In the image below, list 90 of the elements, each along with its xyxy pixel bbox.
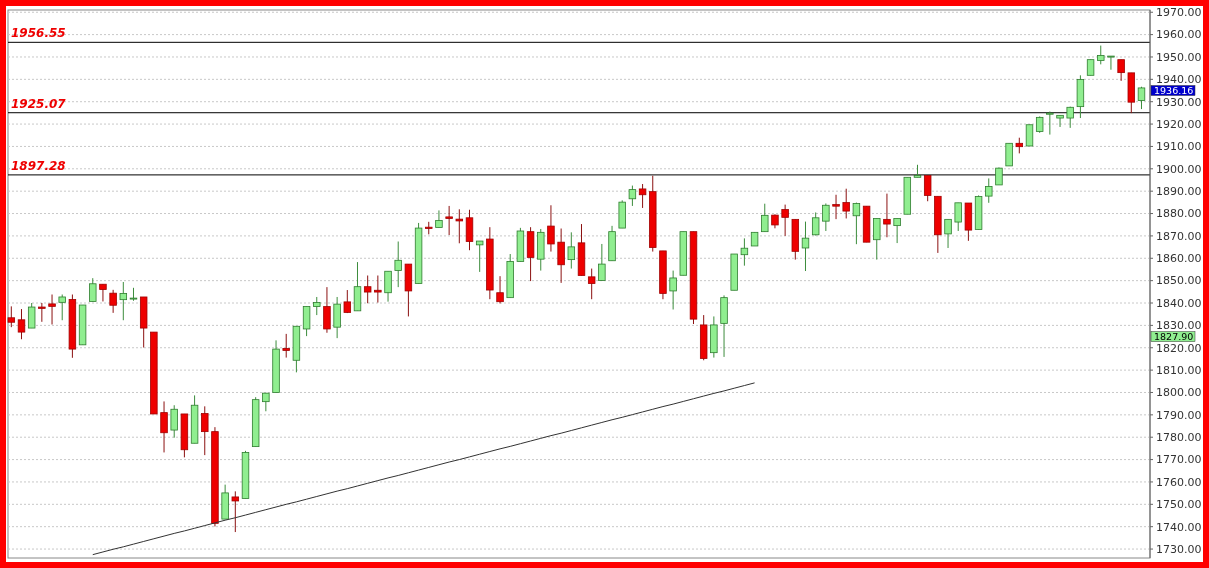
y-tick-label: 1840.00 (1156, 296, 1202, 310)
candlestick (475, 240, 484, 273)
candlestick (160, 400, 168, 453)
candlestick (455, 208, 464, 244)
y-tick-label: 1800.00 (1156, 386, 1202, 400)
candlestick (781, 204, 789, 237)
candlestick (638, 183, 647, 209)
candlestick (669, 270, 677, 310)
candlestick (374, 275, 382, 304)
y-tick-label: 1850.00 (1156, 274, 1202, 288)
candlestick (119, 281, 128, 321)
candlestick (852, 202, 861, 245)
y-tick-label: 1790.00 (1156, 408, 1202, 422)
candlestick (262, 392, 270, 412)
y-tick-label: 1910.00 (1156, 140, 1202, 154)
candlestick (587, 268, 596, 300)
candlestick (547, 204, 555, 253)
y-tick-label: 1970.00 (1156, 6, 1202, 20)
candlestick (832, 194, 840, 220)
candlestick (302, 306, 311, 337)
candlestick (38, 302, 46, 323)
y-tick-label: 1750.00 (1156, 498, 1202, 512)
candlestick (435, 209, 443, 228)
candlestick (1107, 55, 1115, 71)
candlestick (842, 188, 850, 219)
candlestick (1005, 142, 1013, 167)
candlestick (1117, 59, 1125, 82)
candlestick (17, 308, 26, 340)
candlestick (7, 305, 16, 328)
text: 1936.16 (1154, 84, 1194, 96)
text: 1827.90 (1154, 330, 1194, 342)
candlestick (923, 175, 932, 202)
candlestick (801, 221, 810, 272)
candlestick (761, 203, 769, 233)
candlestick (89, 277, 97, 302)
candlestick (201, 405, 209, 456)
candlestick (384, 270, 392, 303)
candlestick (465, 209, 474, 251)
candlestick (557, 228, 565, 284)
candlestick (231, 490, 240, 533)
y-tick-label: 1780.00 (1156, 431, 1202, 445)
candlestick (893, 217, 901, 244)
y-tick-label: 1740.00 (1156, 520, 1202, 534)
ref-line-label: 1956.55 (11, 26, 66, 41)
y-tick-label: 1760.00 (1156, 475, 1202, 489)
candlestick (333, 296, 341, 339)
y-tick-label: 1770.00 (1156, 453, 1202, 467)
candlestick (628, 185, 637, 207)
candlestick (99, 283, 107, 302)
y-tick-label: 1810.00 (1156, 363, 1202, 377)
candlestick (496, 275, 504, 304)
y-tick-label: 1920.00 (1156, 117, 1202, 131)
candlestick (740, 237, 749, 267)
y-tick-label: 1730.00 (1156, 542, 1202, 556)
candlestick (170, 404, 178, 439)
candlestick (567, 231, 576, 270)
candlestick (1056, 114, 1064, 128)
candlestick (323, 286, 331, 334)
ref-line-label: 1897.28 (11, 158, 66, 173)
candlestick (48, 294, 56, 325)
candlestick (1097, 45, 1105, 65)
candlestick (883, 193, 891, 238)
candlestick (822, 202, 830, 232)
candlestick (27, 302, 36, 329)
candlestick (598, 243, 606, 281)
candlestick (944, 218, 952, 249)
y-tick-label: 1890.00 (1156, 185, 1202, 199)
candlestick (394, 241, 402, 288)
candlestick (445, 205, 453, 236)
y-tick-label: 1950.00 (1156, 50, 1202, 64)
y-tick-label: 1880.00 (1156, 207, 1202, 221)
y-tick-label: 1930.00 (1156, 95, 1202, 109)
y-tick-label: 1860.00 (1156, 252, 1202, 266)
y-tick-label: 1870.00 (1156, 229, 1202, 243)
y-tick-label: 1830.00 (1156, 319, 1202, 333)
candlestick (282, 333, 290, 359)
line-series (92, 382, 756, 556)
y-tick-label: 1900.00 (1156, 162, 1202, 176)
y-tick-label: 1940.00 (1156, 73, 1202, 87)
candlestick (954, 202, 962, 232)
candlestick (313, 296, 321, 316)
candlestick (58, 294, 66, 321)
candlestick (363, 275, 372, 304)
y-tick-label: 1960.00 (1156, 28, 1202, 42)
candlestick (985, 177, 993, 204)
ref-line-label: 1925.07 (11, 96, 67, 111)
candlestick (873, 217, 881, 261)
candlestick (1025, 124, 1034, 147)
y-tick-label: 1820.00 (1156, 341, 1202, 355)
candlestick (109, 289, 117, 314)
